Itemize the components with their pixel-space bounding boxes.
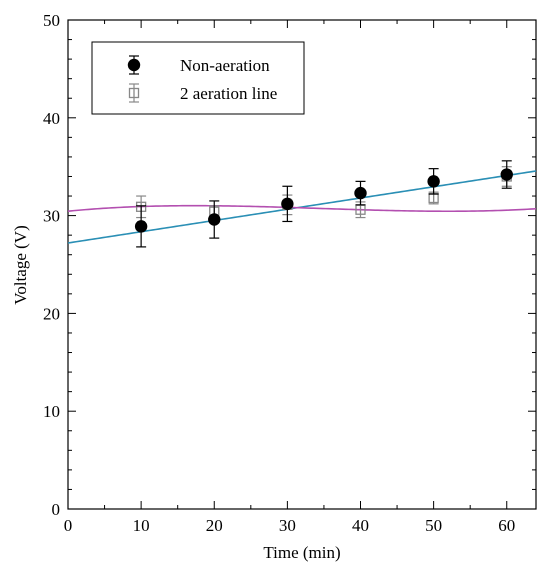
y-tick-label: 20 — [43, 304, 60, 323]
y-axis-label: Voltage (V) — [11, 225, 30, 304]
legend-point-non-aeration — [127, 58, 141, 72]
x-tick-label: 30 — [279, 516, 296, 535]
x-tick-label: 20 — [206, 516, 223, 535]
fit-line-non-aeration — [67, 170, 537, 244]
point-non-aeration — [134, 220, 148, 233]
axis-ticks: 0 10 20 30 40 50 60 0 10 20 30 40 50 — [43, 11, 536, 535]
x-axis-label: Time (min) — [263, 543, 340, 562]
legend-label-non-aeration: Non-aeration — [180, 56, 270, 75]
y-tick-label: 30 — [43, 207, 60, 226]
x-tick-label: 10 — [133, 516, 150, 535]
point-non-aeration — [208, 213, 221, 226]
point-non-aeration — [500, 168, 513, 181]
point-non-aeration — [354, 186, 367, 200]
legend-marker-non-aeration — [127, 55, 141, 75]
data-points — [134, 160, 513, 248]
legend-marker-2-aeration-line — [128, 83, 140, 103]
x-tick-label: 50 — [425, 516, 442, 535]
legend-box — [91, 41, 305, 115]
y-tick-label: 50 — [43, 11, 60, 30]
y-tick-label: 10 — [43, 402, 60, 421]
x-tick-label: 0 — [64, 516, 73, 535]
point-non-aeration — [427, 175, 440, 188]
x-tick-label: 60 — [498, 516, 515, 535]
y-tick-label: 40 — [43, 109, 60, 128]
point-non-aeration — [281, 197, 294, 211]
x-tick-label: 40 — [352, 516, 369, 535]
legend-label-2-aeration-line: 2 aeration line — [180, 84, 277, 103]
legend: Non-aeration 2 aeration line — [91, 41, 305, 115]
y-tick-label: 0 — [52, 500, 61, 519]
